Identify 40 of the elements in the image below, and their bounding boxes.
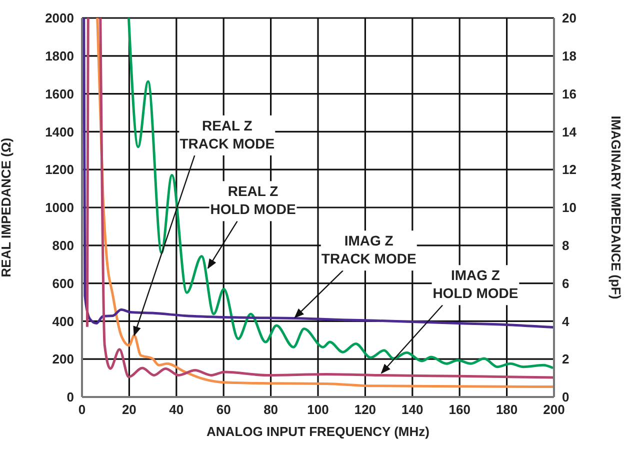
y2-tick-label: 16 xyxy=(562,86,576,102)
x-axis-title: ANALOG INPUT FREQUENCY (MHz) xyxy=(206,424,430,439)
y2-tick-label: 8 xyxy=(562,238,570,254)
y2-tick-label: 2 xyxy=(562,352,570,367)
annotation: IMAG Z HOLD MODE xyxy=(432,267,518,302)
x-tick-label: 120 xyxy=(354,402,376,418)
y-axis-title: REAL IMPEDANCE (Ω) xyxy=(0,138,14,278)
y-tick-label: 1600 xyxy=(45,86,74,102)
y-tick-label: 1000 xyxy=(45,200,74,216)
x-tick-label: 20 xyxy=(122,402,136,418)
y-tick-label: 800 xyxy=(52,238,74,254)
y-tick-label: 0 xyxy=(66,390,74,405)
x-tick-label: 160 xyxy=(448,402,470,418)
y2-tick-label: 0 xyxy=(562,390,570,405)
x-tick-label: 60 xyxy=(216,402,231,418)
annotation: REAL Z HOLD MODE xyxy=(210,183,296,218)
y2-tick-label: 4 xyxy=(562,314,570,329)
y2-tick-label: 12 xyxy=(562,162,576,178)
y2-tick-label: 20 xyxy=(562,10,576,26)
y-tick-label: 2000 xyxy=(45,10,74,26)
x-tick-label: 40 xyxy=(169,402,184,418)
y2-tick-label: 6 xyxy=(562,276,570,291)
y-tick-label: 400 xyxy=(52,314,74,329)
annotation: REAL Z TRACK MODE xyxy=(180,117,275,152)
y-tick-label: 1800 xyxy=(45,48,74,64)
y-tick-label: 1200 xyxy=(45,162,74,178)
y-tick-label: 600 xyxy=(52,276,74,291)
y2-axis-title: IMAGINARY IMPEDANCE (pF) xyxy=(608,116,624,300)
x-tick-label: 100 xyxy=(307,402,329,418)
y2-tick-label: 14 xyxy=(562,124,578,140)
y-tick-label: 200 xyxy=(52,352,74,367)
annotation: IMAG Z TRACK MODE xyxy=(321,232,416,267)
y-tick-label: 1400 xyxy=(45,124,74,140)
x-tick-label: 0 xyxy=(78,402,86,418)
x-tick-label: 200 xyxy=(543,402,565,418)
y2-tick-label: 18 xyxy=(562,48,576,64)
x-tick-label: 180 xyxy=(496,402,518,418)
x-tick-label: 80 xyxy=(264,402,278,418)
y2-tick-label: 10 xyxy=(562,200,576,216)
x-tick-label: 140 xyxy=(402,402,424,418)
